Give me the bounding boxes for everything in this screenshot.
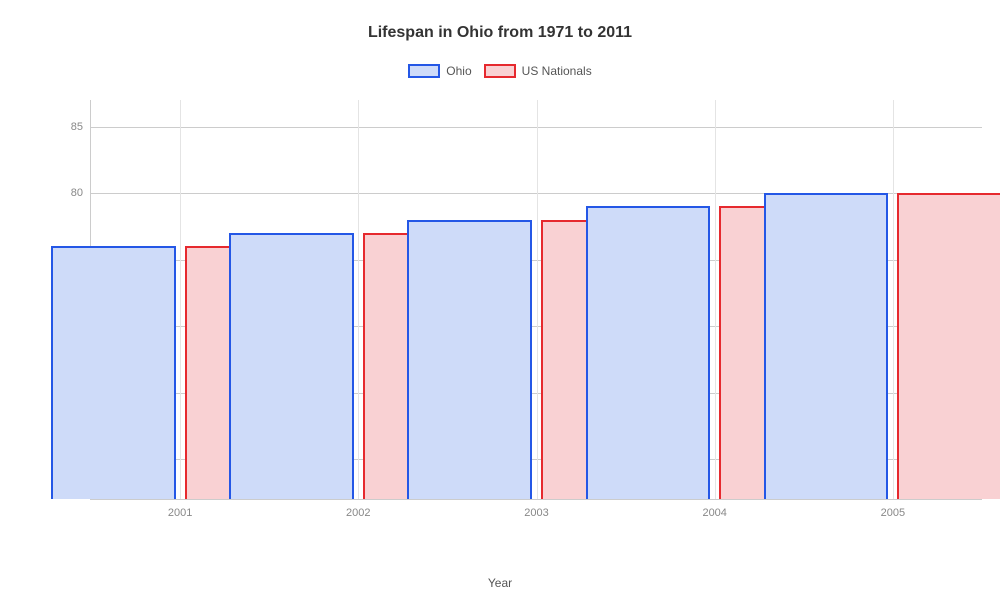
x-gridline [180, 100, 181, 499]
x-gridline [537, 100, 538, 499]
x-tick-label: 2003 [524, 507, 548, 519]
bar-ohio-2003 [407, 220, 532, 499]
legend-item-ohio: Ohio [408, 64, 471, 78]
y-tick-label: 80 [71, 187, 83, 199]
x-gridline [893, 100, 894, 499]
y-tick-label: 85 [71, 121, 83, 133]
legend-label-us: US Nationals [522, 64, 592, 78]
plot-container: Age 60657075808520012002200320042005 [62, 100, 982, 530]
x-tick-label: 2001 [168, 507, 192, 519]
x-tick-label: 2005 [881, 507, 905, 519]
bar-ohio-2002 [229, 233, 354, 499]
x-gridline [358, 100, 359, 499]
legend-item-us: US Nationals [484, 64, 592, 78]
legend-label-ohio: Ohio [446, 64, 471, 78]
chart-title: Lifespan in Ohio from 1971 to 2011 [0, 0, 1000, 42]
x-tick-label: 2002 [346, 507, 370, 519]
plot-area: 60657075808520012002200320042005 [90, 100, 982, 500]
legend: Ohio US Nationals [0, 64, 1000, 78]
x-gridline [715, 100, 716, 499]
bar-ohio-2004 [586, 206, 711, 499]
legend-swatch-ohio [408, 64, 440, 78]
bar-ohio-2001 [51, 246, 176, 499]
x-axis-title: Year [488, 576, 512, 590]
legend-swatch-us [484, 64, 516, 78]
bar-ohio-2005 [764, 193, 889, 499]
x-tick-label: 2004 [702, 507, 726, 519]
bar-us-nationals-2005 [897, 193, 1000, 499]
